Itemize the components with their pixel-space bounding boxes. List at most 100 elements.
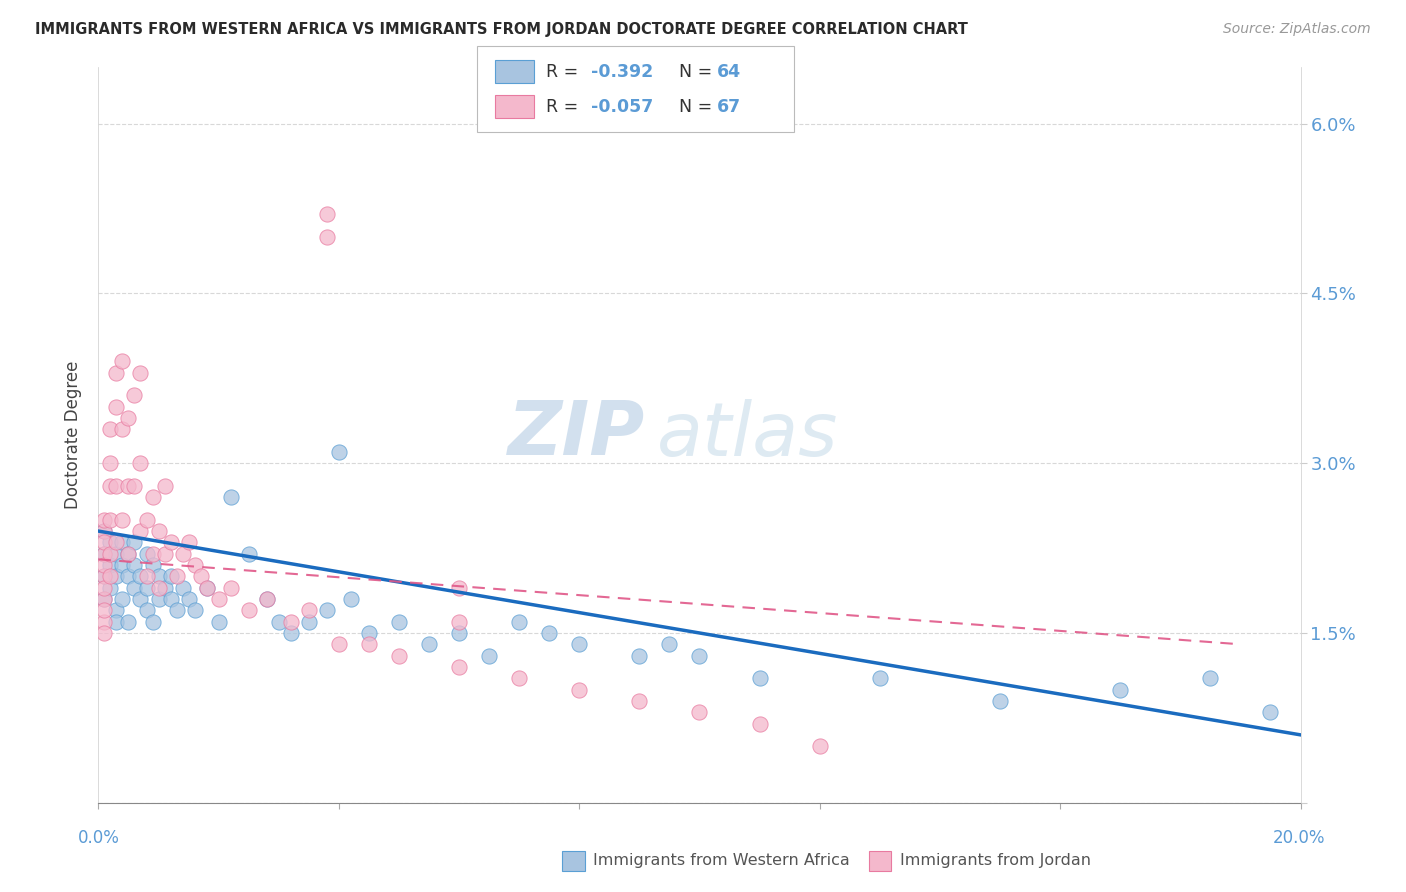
Point [195, 581, 218, 595]
Text: Source: ZipAtlas.com: Source: ZipAtlas.com [1223, 22, 1371, 37]
Point [568, 637, 591, 651]
Point [129, 456, 152, 470]
Point [315, 207, 337, 221]
Point [298, 603, 321, 617]
Point [124, 558, 146, 572]
Point [172, 547, 194, 561]
Point [141, 615, 163, 629]
Point [135, 547, 157, 561]
Text: -0.392: -0.392 [591, 62, 652, 80]
Text: 67: 67 [717, 98, 741, 116]
Point [129, 569, 152, 583]
Point [117, 615, 139, 629]
Point [190, 569, 212, 583]
Point [159, 569, 181, 583]
Point [177, 535, 200, 549]
Text: IMMIGRANTS FROM WESTERN AFRICA VS IMMIGRANTS FROM JORDAN DOCTORATE DEGREE CORREL: IMMIGRANTS FROM WESTERN AFRICA VS IMMIGR… [35, 22, 967, 37]
Point [117, 410, 139, 425]
Point [93, 615, 115, 629]
Point [93, 535, 115, 549]
Point [159, 592, 181, 607]
Point [100, 547, 122, 561]
Point [447, 626, 470, 640]
Point [988, 694, 1011, 708]
Point [100, 535, 122, 549]
Point [153, 547, 176, 561]
Point [280, 626, 302, 640]
Point [478, 648, 501, 663]
Point [148, 581, 170, 595]
Text: Immigrants from Western Africa: Immigrants from Western Africa [593, 854, 851, 868]
Point [148, 569, 170, 583]
Point [748, 671, 770, 685]
Point [135, 603, 157, 617]
Point [166, 569, 188, 583]
Point [124, 535, 146, 549]
Point [135, 569, 157, 583]
Point [100, 422, 122, 436]
Point [538, 626, 561, 640]
Point [267, 615, 290, 629]
Point [100, 456, 122, 470]
Point [111, 592, 134, 607]
Point [447, 581, 470, 595]
Point [328, 445, 350, 459]
Point [208, 615, 231, 629]
Point [129, 366, 152, 380]
Point [298, 615, 321, 629]
Point [93, 547, 115, 561]
Point [117, 547, 139, 561]
Point [568, 682, 591, 697]
Text: 20.0%: 20.0% [1272, 830, 1326, 847]
Point [172, 581, 194, 595]
Point [105, 615, 128, 629]
Point [658, 637, 681, 651]
Point [153, 479, 176, 493]
Point [159, 535, 181, 549]
Point [135, 581, 157, 595]
Point [183, 603, 205, 617]
Point [100, 569, 122, 583]
Point [105, 569, 128, 583]
Point [315, 603, 337, 617]
Point [129, 592, 152, 607]
Point [195, 581, 218, 595]
Point [177, 592, 200, 607]
Point [219, 490, 242, 504]
Point [208, 592, 231, 607]
Point [808, 739, 831, 754]
Point [141, 547, 163, 561]
Point [256, 592, 278, 607]
Point [93, 547, 115, 561]
Point [117, 569, 139, 583]
Point [93, 581, 115, 595]
Point [357, 626, 380, 640]
Point [388, 648, 411, 663]
Point [111, 422, 134, 436]
Point [124, 581, 146, 595]
Point [748, 716, 770, 731]
Point [105, 366, 128, 380]
Point [117, 547, 139, 561]
Point [1109, 682, 1132, 697]
Point [111, 558, 134, 572]
Point [93, 603, 115, 617]
Point [153, 581, 176, 595]
Point [135, 513, 157, 527]
Point [100, 479, 122, 493]
Point [508, 615, 530, 629]
Point [628, 694, 651, 708]
Point [447, 615, 470, 629]
Point [148, 592, 170, 607]
Point [100, 558, 122, 572]
Point [100, 581, 122, 595]
Point [93, 592, 115, 607]
Point [388, 615, 411, 629]
Point [219, 581, 242, 595]
Text: 64: 64 [717, 62, 741, 80]
Point [111, 535, 134, 549]
Point [183, 558, 205, 572]
Point [93, 569, 115, 583]
Text: R =: R = [546, 62, 583, 80]
Point [93, 513, 115, 527]
